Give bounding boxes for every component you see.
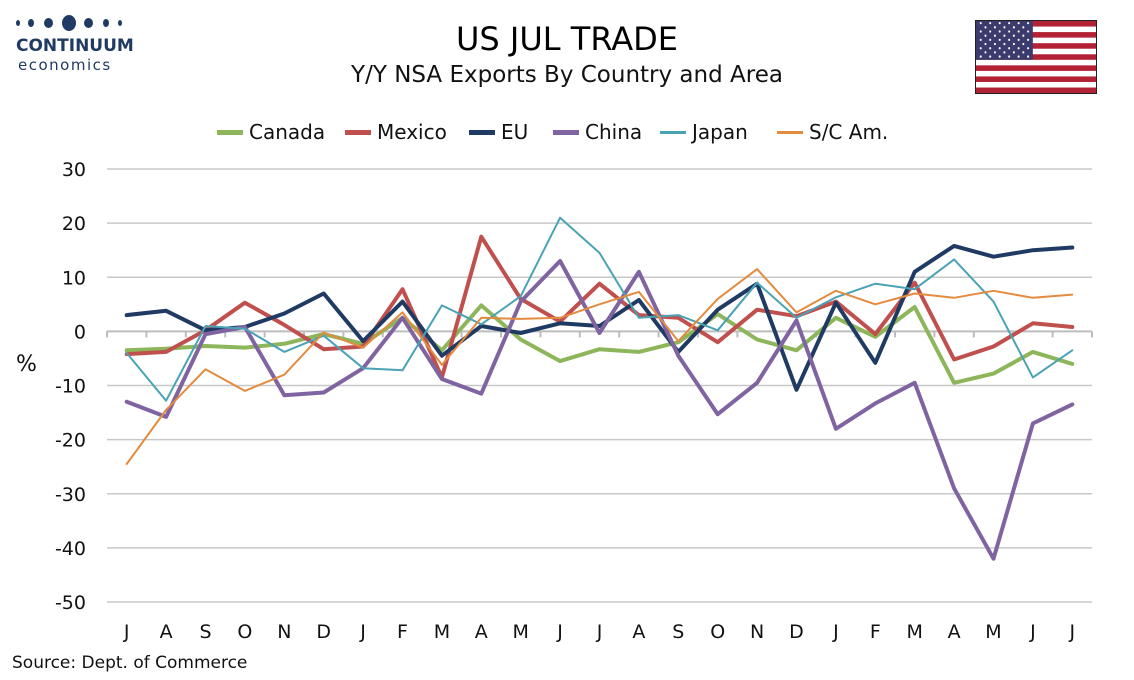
y-tick-label: -20: [55, 430, 86, 452]
x-tick-label: F: [397, 621, 408, 643]
legend-swatch: [345, 129, 371, 135]
x-tick-label: M: [434, 621, 450, 643]
logo: CONTINUUM economics: [14, 14, 134, 76]
x-tick-label: J: [1029, 621, 1036, 643]
x-tick-label: M: [512, 621, 528, 643]
series-line-china: [124, 259, 1075, 561]
chart-subtitle: Y/Y NSA Exports By Country and Area: [351, 62, 783, 88]
us-flag-icon: [975, 20, 1097, 94]
y-tick-label: 0: [74, 321, 86, 343]
legend-label: Mexico: [377, 120, 447, 144]
x-tick-label: J: [556, 621, 563, 643]
series-line-mexico: [124, 234, 1075, 380]
legend-label: Japan: [692, 120, 748, 144]
x-tick-label: N: [277, 621, 291, 643]
legend-swatch: [469, 129, 495, 135]
x-tick-label: J: [123, 621, 130, 643]
y-tick-label: -40: [55, 538, 86, 560]
x-tick-label: A: [948, 621, 961, 643]
y-tick-label: -50: [55, 592, 86, 614]
logo-dots: [14, 14, 134, 32]
x-tick-label: O: [710, 621, 725, 643]
legend-swatch: [660, 130, 686, 134]
legend-item: S/C Am.: [777, 118, 888, 146]
x-tick-label: J: [1068, 621, 1075, 643]
x-tick-label: S: [672, 621, 684, 643]
y-tick-label: 10: [62, 267, 86, 289]
legend-swatch: [553, 129, 579, 135]
y-tick-label: 30: [62, 159, 86, 181]
x-tick-label: N: [750, 621, 764, 643]
series-line-eu: [124, 243, 1075, 392]
legend-swatch: [777, 130, 803, 134]
y-tick-label: 20: [62, 213, 86, 235]
legend-label: EU: [501, 120, 529, 144]
series-lines: [124, 216, 1075, 561]
legend-item: China: [553, 118, 642, 146]
series-line-japan: [125, 216, 1074, 402]
logo-subtext: economics: [18, 56, 112, 74]
x-tick-label: J: [832, 621, 839, 643]
gridlines: [107, 168, 1092, 603]
legend-item: Japan: [660, 118, 748, 146]
logo-text: CONTINUUM: [16, 36, 134, 56]
x-tick-label: A: [632, 621, 645, 643]
chart-legend: Canada Mexico EU China Japan S/C Am.: [0, 118, 1134, 146]
series-line-canada: [124, 303, 1075, 385]
legend-label: S/C Am.: [809, 120, 889, 144]
x-tick-label: M: [985, 621, 1001, 643]
source-note: Source: Dept. of Commerce: [12, 653, 248, 673]
legend-item: EU: [469, 118, 528, 146]
legend-label: China: [585, 120, 643, 144]
y-tick-label: -10: [55, 376, 86, 398]
x-tick-label: D: [316, 621, 331, 643]
legend-swatch: [217, 129, 243, 135]
y-axis-label: %: [16, 352, 37, 377]
x-tick-label: J: [596, 621, 603, 643]
x-tick-label: D: [789, 621, 804, 643]
x-tick-label: O: [237, 621, 252, 643]
legend-item: Canada: [217, 118, 325, 146]
series-line-s-c-am: [125, 268, 1074, 465]
tick-labels: 30 20 10 0 -10 -20 -30 -40 -50 J A S O N D J F M A M J J A S O N D…: [55, 159, 1075, 643]
x-tick-label: S: [199, 621, 211, 643]
x-tick-label: A: [160, 621, 173, 643]
legend-item: Mexico: [345, 118, 447, 146]
y-tick-label: -30: [55, 484, 86, 506]
x-tick-label: F: [870, 621, 881, 643]
x-tick-label: J: [359, 621, 366, 643]
chart-title: US JUL TRADE: [456, 20, 678, 58]
x-tick-label: M: [906, 621, 922, 643]
legend-label: Canada: [249, 120, 326, 144]
x-tick-label: A: [475, 621, 488, 643]
